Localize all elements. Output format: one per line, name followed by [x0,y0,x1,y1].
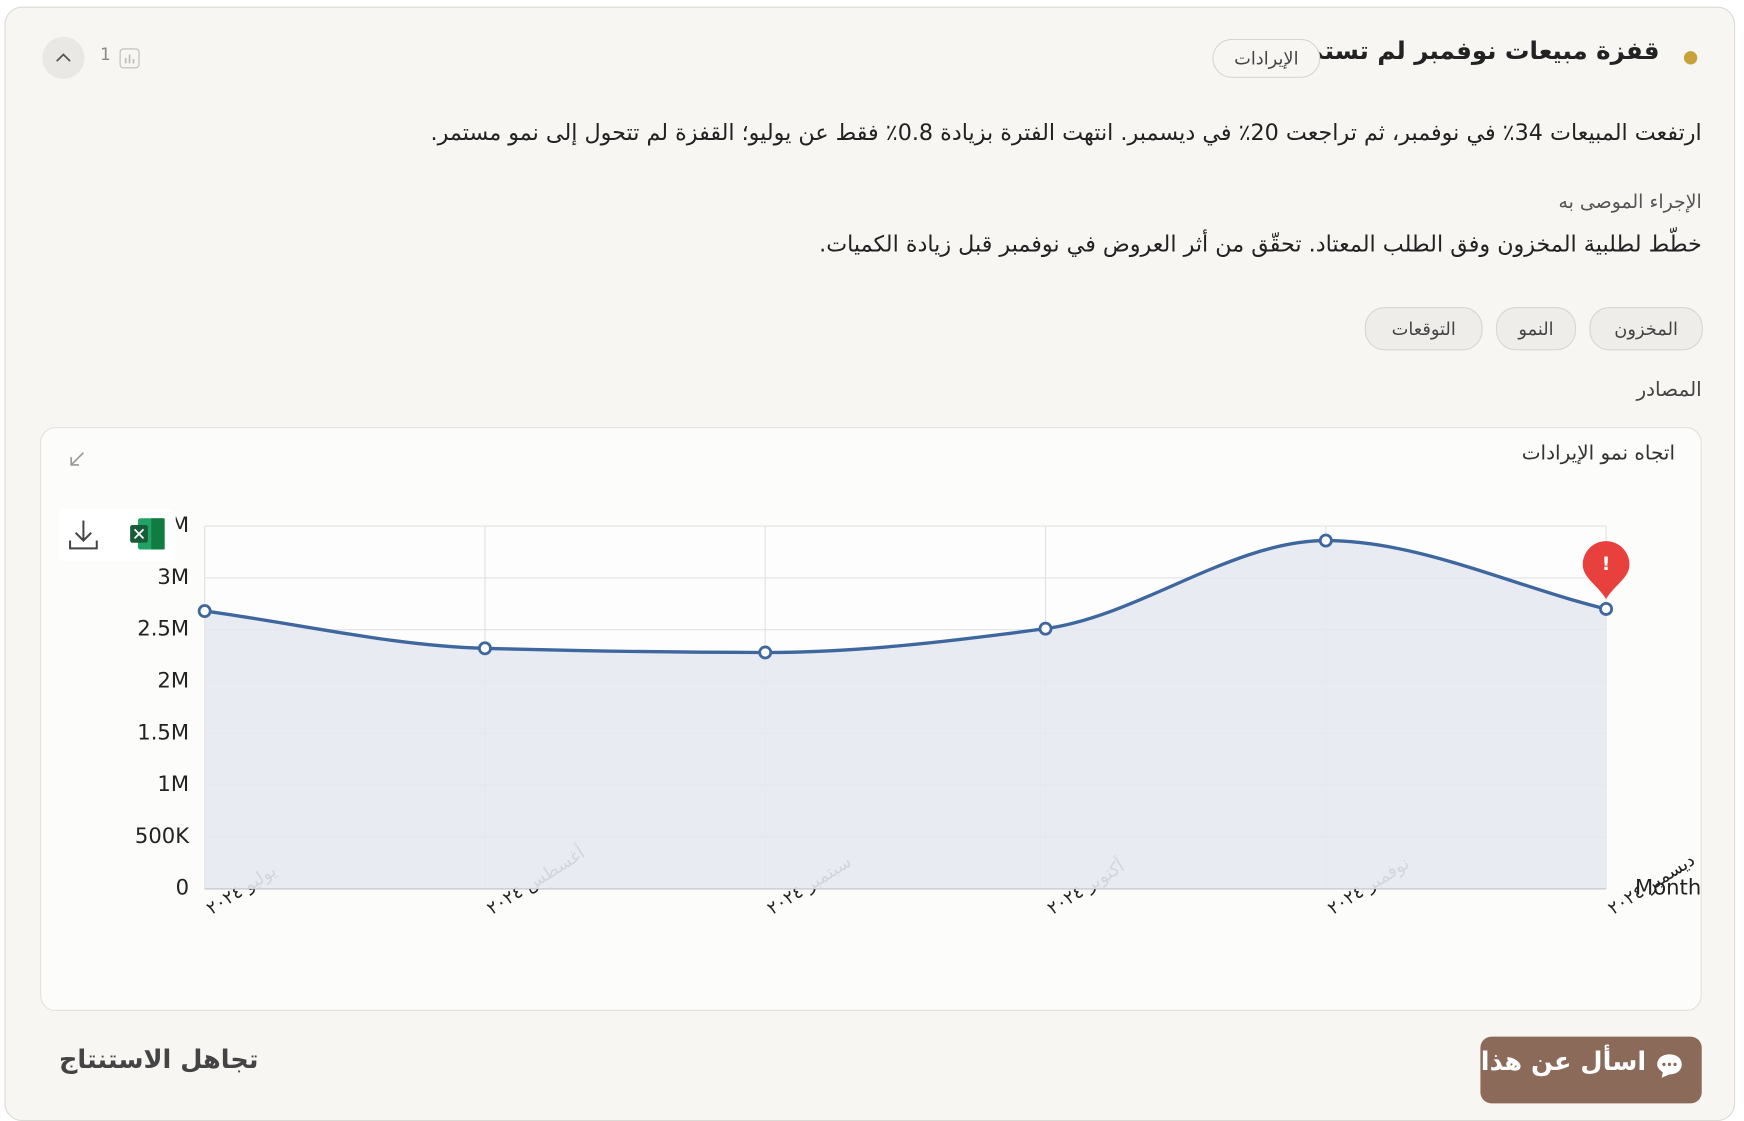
shrink-icon[interactable] [66,448,88,470]
area [204,540,1607,889]
collapse-button[interactable] [42,36,85,79]
badge: الإيرادات [1212,38,1321,78]
y-tick-label: 1M [157,771,189,796]
chart-toolbar [57,509,176,562]
page: 1 قفزة مبيعات نوفمبر لم تستمر الإيرادات … [4,6,1736,1121]
sources-label: المصادر [1636,378,1702,402]
tag[interactable]: المخزون [1589,306,1703,351]
point [197,604,212,618]
y-tick-label: 0 [176,875,189,900]
point [1038,621,1053,636]
y-tick-label: 1.5M [137,719,189,744]
x-axis-title: Month [1635,875,1701,900]
ask-label: اسأل عن هذا [1480,1047,1647,1077]
point [1599,602,1614,616]
action-label: الإجراء الموصى به [1558,191,1702,214]
download-icon[interactable] [69,520,98,550]
insight-title: قفزة مبيعات نوفمبر لم تستمر [1293,37,1660,66]
y-tick-label: 3M [157,564,189,589]
y-axis-title: Values [175,472,237,494]
ask-button[interactable]: اسأل عن هذا [1480,1036,1702,1104]
alert-pin [1582,541,1630,599]
point [1318,533,1333,548]
tag[interactable]: النمو [1495,306,1577,351]
alert-label: ! [1602,553,1611,575]
stage: 1 قفزة مبيعات نوفمبر لم تستمر الإيرادات … [4,6,1736,1121]
toolbar-icons [69,518,165,550]
chat-icon [1657,1054,1682,1078]
line [204,538,1607,655]
point [477,641,492,656]
count: 1 [100,44,111,65]
status-dot [1683,51,1698,65]
dismiss-button[interactable]: تجاهل الاستنتاج [58,1045,259,1075]
excel-icon[interactable] [130,518,165,550]
chart-title: اتجاه نمو الإيرادات [1521,441,1676,465]
chevron-icon [56,53,71,62]
summary: ارتفعت المبيعات 34٪ في نوفمبر، ثم تراجعت… [430,119,1702,146]
y-tick-label: 2M [157,667,189,692]
chart-icon [119,48,140,69]
point [758,645,773,660]
y-tick-label: 2.5M [137,616,189,641]
tag[interactable]: التوقعات [1364,306,1483,351]
y-tick-label: 500K [135,823,190,848]
action-text: خطّط لطلبية المخزون وفق الطلب المعتاد. ت… [819,230,1702,257]
